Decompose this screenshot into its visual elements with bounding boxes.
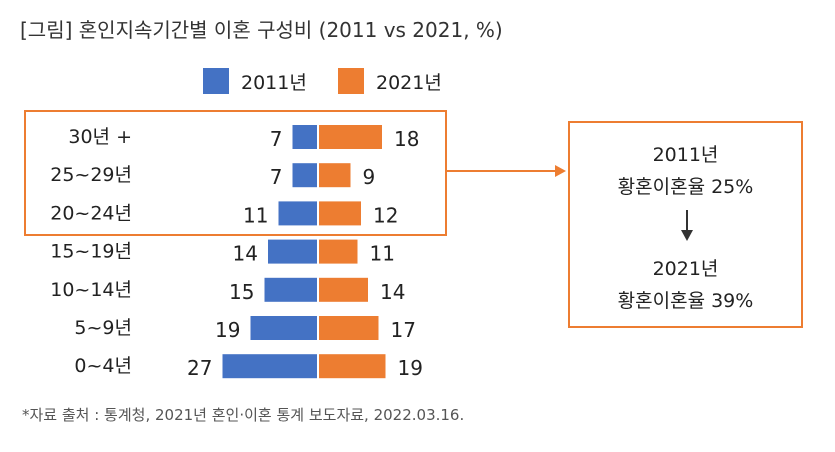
bar-2011-5-9 <box>250 316 317 340</box>
legend-label-2021: 2021년 <box>376 71 442 94</box>
value-label-2021-0-4: 19 <box>398 356 423 380</box>
legend-item-2021: 2021년 <box>338 68 442 94</box>
value-label-2021-25-29: 9 <box>363 165 376 189</box>
value-label-2011-10-14: 15 <box>229 280 254 304</box>
callout-rate-2021: 황혼이혼율 39% <box>617 290 754 312</box>
bar-2021-25-29 <box>319 163 351 188</box>
bar-2011-15-19 <box>268 239 317 264</box>
bar-2021-5-9 <box>319 316 379 340</box>
legend-swatch-2011 <box>203 68 229 94</box>
callout-box: 2011년 황혼이혼율 25% 2021년 황혼이혼율 39% <box>568 121 803 328</box>
legend-label-2011: 2011년 <box>241 71 307 94</box>
callout-rate-2011: 황혼이혼율 25% <box>617 176 754 198</box>
value-label-2011-20-24: 11 <box>243 203 268 227</box>
bar-2011-20-24 <box>278 201 317 226</box>
value-label-2021-20-24: 12 <box>373 203 398 227</box>
bar-2011-30 <box>292 125 317 149</box>
bar-2021-30 <box>319 125 382 149</box>
bar-2011-10-14 <box>264 277 317 302</box>
value-label-2011-0-4: 27 <box>187 356 212 380</box>
category-label-15-19: 15~19년 <box>50 241 132 263</box>
bar-2021-0-4 <box>319 354 386 379</box>
value-label-2021-15-19: 11 <box>370 242 395 266</box>
value-label-2011-5-9: 19 <box>215 318 240 342</box>
value-label-2011-15-19: 14 <box>233 242 258 266</box>
category-label-20-24: 20~24년 <box>50 202 132 224</box>
bar-2011-0-4 <box>222 354 317 379</box>
value-label-2011-25-29: 7 <box>270 165 283 189</box>
bar-2021-15-19 <box>319 239 358 264</box>
bars-group: 30년 + 7 18 25~29년 7 9 20~24년 11 12 15~19년 14 11 10~1… <box>50 125 423 380</box>
category-label-10-14: 10~14년 <box>50 279 132 301</box>
value-label-2021-5-9: 17 <box>391 318 416 342</box>
down-arrow-icon <box>681 210 693 241</box>
callout-year-2021: 2021년 <box>652 258 719 280</box>
bar-2021-20-24 <box>319 201 361 226</box>
callout-arrow-icon <box>555 165 566 177</box>
legend-item-2011: 2011년 <box>203 68 307 94</box>
source-note: *자료 출처 : 통계청, 2021년 혼인·이혼 통계 보도자료, 2022.… <box>22 406 465 424</box>
bar-2011-25-29 <box>292 163 317 188</box>
category-label-25-29: 25~29년 <box>50 164 132 186</box>
category-label-5-9: 5~9년 <box>74 317 132 339</box>
category-label-30: 30년 + <box>68 126 132 148</box>
value-label-2021-30: 18 <box>394 127 419 151</box>
value-label-2011-30: 7 <box>270 127 283 151</box>
highlight-box <box>24 110 447 236</box>
bar-2021-10-14 <box>319 277 368 302</box>
category-label-0-4: 0~4년 <box>74 355 132 377</box>
legend-swatch-2021 <box>338 68 364 94</box>
chart-title: [그림] 혼인지속기간별 이혼 구성비 (2011 vs 2021, %) <box>20 18 503 42</box>
callout-year-2011: 2011년 <box>652 144 719 166</box>
value-label-2021-10-14: 14 <box>380 280 405 304</box>
